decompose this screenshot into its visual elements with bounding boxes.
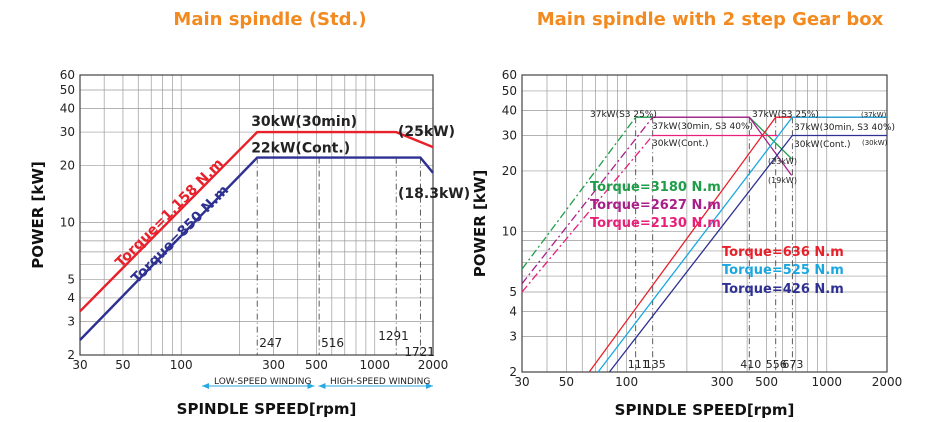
left-chart-title: Main spindle (Std.) xyxy=(173,9,367,30)
left-x-tick-label: 50 xyxy=(115,358,130,372)
right-y-tick-label: 50 xyxy=(502,84,517,98)
label-torque-3180: Torque=3180 N.m xyxy=(590,180,721,195)
right-y-tick-label: 4 xyxy=(509,304,517,318)
right-x-axis-title: SPINDLE SPEED[rpm] xyxy=(615,401,795,419)
right-y-tick-label: 2 xyxy=(509,365,517,379)
label-high-30kw-cont: 30kW(Cont.) xyxy=(794,140,850,150)
right-y-tick-label: 5 xyxy=(509,285,517,299)
label-high-37kw-s3-25: 37kW(S3 25%) xyxy=(752,110,819,120)
right-x-tick-label: 30 xyxy=(514,375,529,389)
series-line-magenta-37kw xyxy=(652,116,793,176)
left-y-tick-label: 5 xyxy=(67,273,75,287)
right-y-tick-label: 30 xyxy=(502,129,517,143)
label-edge-30kw: (30kW) xyxy=(862,139,888,147)
label-22kw-cont: 22kW(Cont.) xyxy=(251,141,350,157)
speed-mark-label: 135 xyxy=(645,358,666,371)
left-x-tick-label: 500 xyxy=(305,358,328,372)
right-y-tick-label: 3 xyxy=(509,330,517,344)
right-y-axis-title: POWER [kW] xyxy=(471,170,489,278)
high-winding-arrowhead xyxy=(426,383,433,389)
speed-mark-label: 410 xyxy=(740,358,761,371)
speed-mark-label: 1291 xyxy=(378,329,409,343)
label-low-30kw-cont: 30kW(Cont.) xyxy=(652,139,708,149)
label-30kw-30min: 30kW(30min) xyxy=(251,114,357,130)
right-x-tick-label: 500 xyxy=(755,375,778,389)
right-x-tick-label: 2000 xyxy=(872,375,903,389)
low-winding-arrowhead xyxy=(307,383,315,389)
label-23kw: (23kW) xyxy=(768,157,797,166)
left-y-tick-label: 50 xyxy=(60,83,75,97)
label-torque-2130: Torque=2130 N.m xyxy=(590,216,721,231)
left-x-tick-label: 100 xyxy=(170,358,193,372)
left-y-tick-label: 4 xyxy=(67,291,75,305)
series-line-pink-30kw-dashed xyxy=(521,135,654,293)
left-y-tick-label: 2 xyxy=(67,348,75,362)
low-winding-arrowhead xyxy=(202,383,209,389)
right-x-tick-label: 100 xyxy=(615,375,638,389)
left-y-axis-title: POWER [kW] xyxy=(29,161,47,269)
label-high-37kw-30min: 37kW(30min, S3 40%) xyxy=(794,123,895,133)
speed-mark-label: 673 xyxy=(782,358,803,371)
label-torque-525: Torque=525 N.m xyxy=(722,263,844,278)
low-speed-winding-label: LOW-SPEED WINDING xyxy=(214,377,311,387)
left-y-tick-label: 20 xyxy=(60,158,75,172)
left-y-tick-label: 60 xyxy=(60,68,75,82)
speed-mark-label: 516 xyxy=(321,336,344,350)
right-y-tick-label: 10 xyxy=(502,224,517,238)
label-low-37kw-s3-25: 37kW(S3 25%) xyxy=(590,110,657,120)
series-line-navy-426 xyxy=(608,134,887,373)
right-x-tick-label: 50 xyxy=(559,375,574,389)
right-x-tick-label: 1000 xyxy=(811,375,842,389)
left-y-tick-label: 10 xyxy=(60,216,75,230)
left-x-tick-label: 1000 xyxy=(359,358,390,372)
label-19kw: (19kW) xyxy=(768,176,797,185)
right-chart-title: Main spindle with 2 step Gear box xyxy=(536,9,884,30)
high-speed-winding-label: HIGH-SPEED WINDING xyxy=(330,377,430,387)
series-line-30kw xyxy=(79,130,434,313)
label-low-37kw-30min: 37kW(30min, S3 40%) xyxy=(652,122,753,132)
right-y-tick-label: 60 xyxy=(502,68,517,82)
label-torque-2627: Torque=2627 N.m xyxy=(590,198,721,213)
left-plot-frame xyxy=(79,74,434,356)
high-winding-arrowhead xyxy=(318,383,326,389)
right-y-tick-label: 20 xyxy=(502,164,517,178)
series-line-cyan-525 xyxy=(597,116,887,373)
left-x-tick-label: 30 xyxy=(72,358,87,372)
left-x-tick-label: 300 xyxy=(262,358,285,372)
label-25kw: (25kW) xyxy=(398,124,455,140)
speed-mark-label: 111 xyxy=(628,358,649,371)
right-plot-frame xyxy=(521,74,888,373)
label-18-3kw: (18.3kW) xyxy=(398,186,470,202)
label-torque-426: Torque=426 N.m xyxy=(722,282,844,297)
speed-mark-label: 556 xyxy=(766,358,787,371)
speed-mark-label: 247 xyxy=(259,336,282,350)
left-y-tick-label: 40 xyxy=(60,101,75,115)
right-x-tick-label: 300 xyxy=(711,375,734,389)
left-x-tick-label: 2000 xyxy=(418,358,449,372)
series-line-22kw xyxy=(79,156,434,341)
left-y-tick-label: 30 xyxy=(60,125,75,139)
label-edge-37kw: (37kW) xyxy=(861,111,887,119)
series-line-magenta-37kw-dashed xyxy=(521,116,654,285)
speed-mark-label: 1721 xyxy=(404,345,435,359)
left-y-tick-label: 3 xyxy=(67,315,75,329)
left-x-axis-title: SPINDLE SPEED[rpm] xyxy=(177,400,357,418)
label-torque-636: Torque=636 N.m xyxy=(722,245,844,260)
right-y-tick-label: 40 xyxy=(502,103,517,117)
